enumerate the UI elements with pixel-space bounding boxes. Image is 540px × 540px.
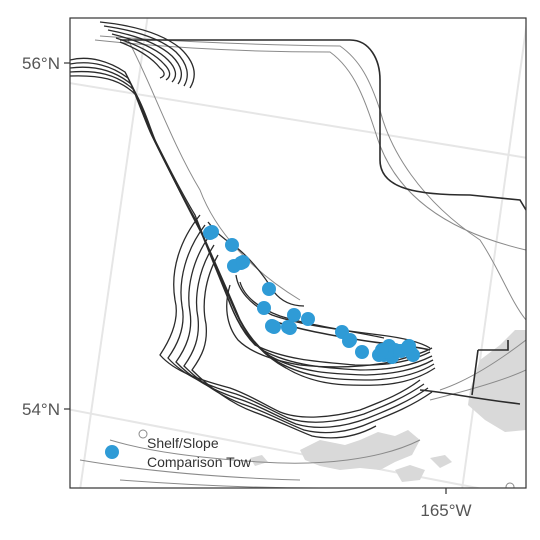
legend-label-line2: Comparison Tow [147, 454, 252, 470]
comparison-tow-point [236, 255, 250, 269]
y-tick-label-54: 54°N [22, 400, 60, 419]
x-axis: 165°W [420, 488, 472, 520]
comparison-tow-point [205, 225, 219, 239]
legend: Shelf/Slope Comparison Tow [105, 435, 252, 470]
comparison-tow-point [375, 343, 389, 357]
small-circle-markers [138, 429, 515, 488]
comparison-tow-point [402, 339, 416, 353]
comparison-tow-point [283, 321, 297, 335]
y-tick-label-56: 56°N [22, 54, 60, 73]
comparison-tow-point [262, 282, 276, 296]
map-frame [69, 17, 527, 489]
comparison-tow-point [287, 308, 301, 322]
shelf-break-contours [70, 21, 436, 439]
map-panel [70, 18, 526, 488]
legend-label-line1: Shelf/Slope [147, 435, 219, 451]
comparison-tow-point [301, 312, 315, 326]
comparison-tow-point [355, 345, 369, 359]
comparison-tow-point [343, 333, 357, 347]
y-axis: 56°N 54°N [22, 54, 70, 419]
comparison-tow-point [225, 238, 239, 252]
x-tick-label-165w: 165°W [420, 501, 471, 520]
comparison-tow-points [203, 225, 420, 364]
comparison-tow-point [267, 320, 281, 334]
legend-point-icon [105, 445, 119, 459]
comparison-tow-point [257, 301, 271, 315]
graticule [70, 18, 526, 488]
